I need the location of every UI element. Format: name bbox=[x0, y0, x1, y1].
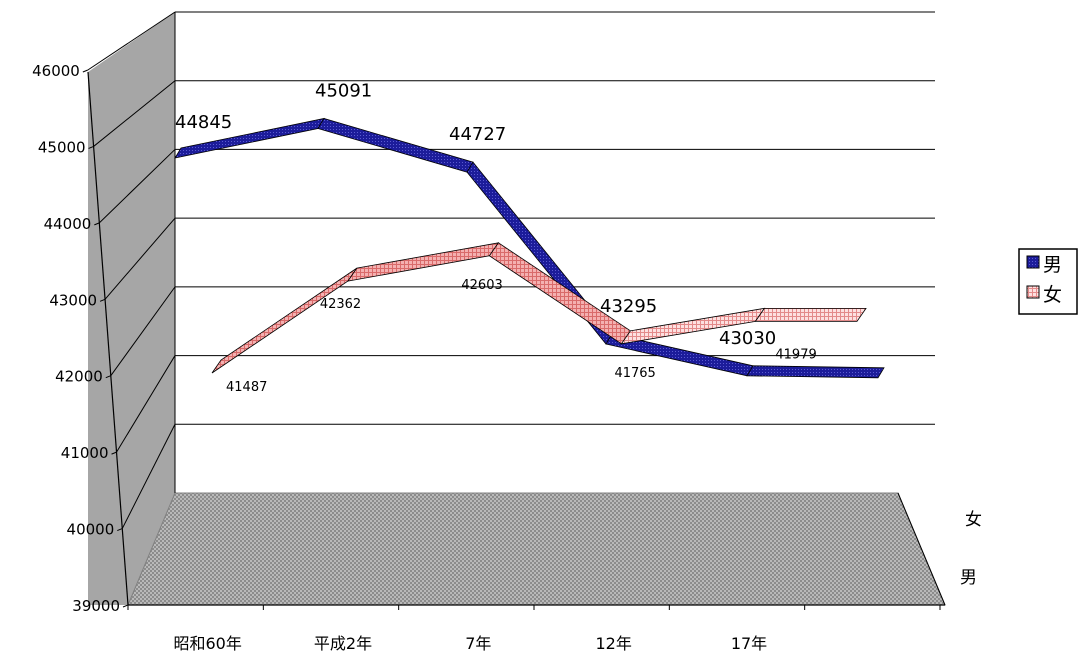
gridline-side bbox=[98, 149, 176, 224]
gridline-side bbox=[116, 355, 176, 453]
x-axis-ticks: 昭和60年 平成2年 7年 12年 17年 bbox=[127, 605, 941, 653]
data-label-female: 42603 bbox=[461, 278, 502, 293]
x-tick-label: 7年 bbox=[465, 634, 491, 653]
legend-label: 男 bbox=[1043, 254, 1062, 276]
y-tick-mark bbox=[117, 528, 123, 532]
data-label-male: 44727 bbox=[449, 124, 506, 145]
depth-label: 女 bbox=[965, 510, 982, 530]
gridline-side bbox=[110, 286, 176, 377]
ribbon-segment-female bbox=[754, 307, 867, 322]
y-tick-mark bbox=[82, 69, 89, 73]
ribbon-segment-male bbox=[746, 365, 885, 379]
data-label-female: 42362 bbox=[320, 297, 361, 312]
data-label-male: 45091 bbox=[315, 80, 372, 101]
depth-label: 男 bbox=[960, 568, 977, 588]
y-axis-line bbox=[87, 71, 129, 606]
y-tick-mark bbox=[99, 298, 106, 302]
x-tick-label: 17年 bbox=[731, 634, 767, 653]
y-tick-label: 41000 bbox=[61, 444, 109, 462]
gridline-side bbox=[93, 80, 176, 147]
ribbon-segment-female bbox=[488, 242, 632, 345]
data-label-female: 41487 bbox=[226, 380, 267, 395]
y-tick-label: 42000 bbox=[55, 368, 103, 386]
ribbon-segment-female bbox=[346, 242, 500, 282]
x-tick-label: 昭和60年 bbox=[173, 634, 241, 653]
y-tick-label: 40000 bbox=[67, 521, 115, 539]
chart-walls bbox=[87, 12, 946, 606]
y-tick-mark bbox=[88, 145, 94, 149]
depth-axis-line bbox=[897, 492, 946, 606]
y-tick-mark bbox=[105, 375, 111, 379]
y-tick-label: 44000 bbox=[44, 215, 92, 233]
legend: 男女 bbox=[1018, 248, 1078, 315]
series-ribbons bbox=[174, 117, 885, 379]
side-wall bbox=[88, 12, 175, 605]
x-tick-label: 平成2年 bbox=[314, 634, 372, 653]
y-tick-mark bbox=[94, 222, 100, 226]
y-tick-label: 45000 bbox=[38, 138, 86, 156]
y-tick-label: 43000 bbox=[49, 291, 97, 309]
floor bbox=[127, 492, 946, 606]
data-label-male: 44845 bbox=[175, 112, 232, 133]
gridline-side bbox=[104, 217, 176, 300]
data-label-male: 43295 bbox=[600, 296, 657, 317]
y-tick-label: 39000 bbox=[72, 597, 120, 615]
legend-label: 女 bbox=[1043, 284, 1062, 306]
data-label-female: 41765 bbox=[614, 366, 655, 381]
gridline-side bbox=[121, 424, 176, 529]
depth-axis-labels: 女男 bbox=[960, 510, 982, 588]
data-labels: 44845 45091 44727 43295 43030 41487 42362 42603… bbox=[175, 80, 817, 395]
gridline-side bbox=[87, 11, 176, 71]
x-tick-label: 12年 bbox=[595, 634, 631, 653]
ribbon-segment-female bbox=[211, 267, 358, 374]
data-label-female: 41979 bbox=[775, 347, 816, 362]
y-tick-mark bbox=[111, 451, 117, 455]
legend-swatch bbox=[1026, 255, 1040, 269]
y-tick-mark bbox=[122, 604, 129, 608]
y-tick-label: 46000 bbox=[32, 62, 80, 80]
y-axis-ticks: 39000 40000 41000 42000 43000 44000 45000 46000 bbox=[32, 62, 129, 615]
data-label-male: 43030 bbox=[719, 328, 776, 349]
legend-swatch bbox=[1026, 285, 1040, 299]
